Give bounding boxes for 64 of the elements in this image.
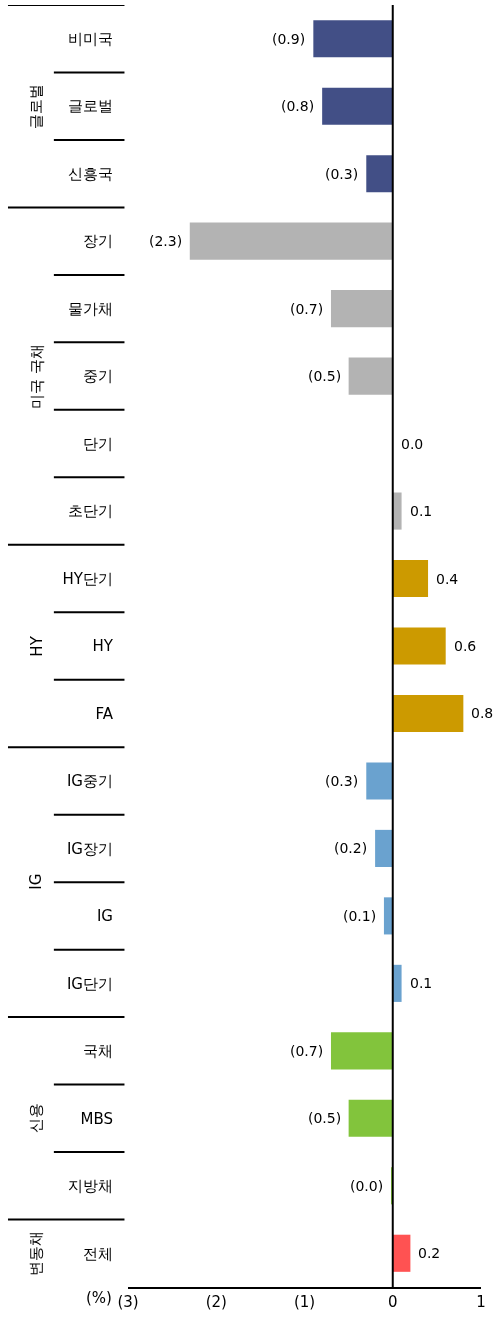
y-tick-label: IG단기 bbox=[66, 974, 113, 993]
bar bbox=[330, 1032, 393, 1070]
bar bbox=[392, 694, 464, 733]
x-tick-label: 0 bbox=[387, 1293, 398, 1311]
y-tick-label: IG bbox=[96, 907, 113, 926]
data-label: 0.4 bbox=[436, 571, 459, 587]
text: 미국 국채 bbox=[27, 343, 46, 409]
bar bbox=[313, 20, 393, 58]
y-tick-label: 전체 bbox=[83, 1244, 113, 1263]
bar bbox=[392, 1234, 411, 1272]
data-label: 0.0 bbox=[401, 436, 424, 452]
y-tick-label: IG중기 bbox=[66, 772, 113, 791]
data-label: (0.3) bbox=[325, 166, 359, 182]
y-tick-label: 장기 bbox=[83, 232, 113, 251]
text: 변동채 bbox=[27, 1230, 46, 1276]
y-tick-label: 글로벌 bbox=[68, 97, 113, 116]
x-tick-label: (2) bbox=[205, 1293, 227, 1311]
data-label: (0.3) bbox=[325, 773, 359, 789]
text: 신용 bbox=[27, 1102, 46, 1133]
y-tick-label: MBS bbox=[80, 1109, 113, 1128]
y-tick-label: 비미국 bbox=[68, 29, 113, 48]
data-label: 0.6 bbox=[454, 638, 477, 654]
bar bbox=[348, 1099, 393, 1137]
text: IG bbox=[27, 873, 46, 890]
y-tick-label: IG장기 bbox=[66, 839, 113, 858]
bar bbox=[322, 87, 393, 125]
data-label: 0.1 bbox=[410, 503, 433, 519]
data-label: 0.2 bbox=[418, 1245, 441, 1261]
data-label: (0.2) bbox=[334, 840, 368, 856]
data-label: (2.3) bbox=[149, 233, 183, 249]
x-axis-title: (%) bbox=[86, 1289, 112, 1307]
data-label: (0.1) bbox=[343, 908, 377, 924]
y-tick-label: FA bbox=[95, 704, 114, 723]
text: HY bbox=[27, 635, 46, 657]
x-tick-label: 1 bbox=[476, 1293, 486, 1311]
data-label: 0.8 bbox=[471, 705, 494, 721]
data-label: (0.7) bbox=[290, 1043, 324, 1059]
y-tick-label: 국채 bbox=[83, 1042, 113, 1061]
y-tick-label: HY단기 bbox=[62, 569, 113, 588]
data-label: (0.9) bbox=[272, 31, 306, 47]
bar bbox=[366, 155, 393, 193]
text: 글로벌 bbox=[27, 83, 46, 129]
bar bbox=[392, 559, 429, 598]
bar bbox=[392, 627, 446, 665]
data-label: (0.8) bbox=[281, 98, 315, 114]
y-tick-label: 초단기 bbox=[68, 502, 113, 521]
y-tick-label: 단기 bbox=[83, 434, 113, 453]
y-tick-label: 중기 bbox=[83, 367, 113, 386]
data-label: (0.5) bbox=[308, 1110, 342, 1126]
bar bbox=[375, 829, 393, 867]
bar bbox=[366, 762, 393, 800]
data-label: (0.7) bbox=[290, 301, 324, 317]
y-tick-label: 신흥국 bbox=[68, 164, 113, 183]
y-tick-label: HY bbox=[92, 637, 114, 656]
y-tick-label: 물가채 bbox=[68, 299, 113, 318]
data-label: 0.1 bbox=[410, 975, 433, 991]
data-label: (0.0) bbox=[350, 1178, 384, 1194]
x-tick-label: (1) bbox=[293, 1293, 316, 1311]
bar bbox=[189, 222, 393, 260]
y-tick-label: 지방채 bbox=[68, 1177, 113, 1196]
bar bbox=[330, 290, 393, 328]
bar bbox=[348, 357, 393, 395]
x-tick-label: (3) bbox=[117, 1293, 139, 1311]
data-label: (0.5) bbox=[308, 368, 342, 384]
